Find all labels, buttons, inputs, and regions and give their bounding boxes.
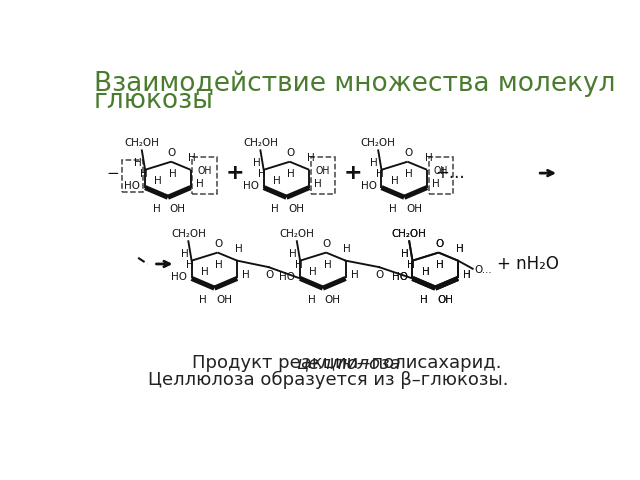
Text: OH: OH [170, 204, 186, 214]
Text: +: + [225, 163, 244, 183]
Text: OH: OH [406, 204, 422, 214]
Text: H: H [308, 295, 316, 305]
Text: H: H [307, 153, 315, 163]
Bar [429, 157, 453, 194]
Text: H: H [199, 295, 207, 305]
Text: HO: HO [360, 181, 376, 191]
Text: +: + [344, 163, 362, 183]
Text: глюкозы: глюкозы [94, 88, 214, 114]
Text: H: H [152, 204, 161, 214]
Text: O: O [168, 148, 176, 158]
Text: H: H [314, 180, 322, 189]
Text: H: H [390, 176, 398, 186]
Text: H: H [432, 180, 440, 189]
Text: OH: OH [433, 167, 448, 177]
Text: H: H [201, 267, 209, 277]
Bar [311, 157, 335, 194]
Text: H: H [242, 270, 250, 280]
Text: CH₂OH: CH₂OH [243, 138, 278, 148]
Text: H: H [422, 267, 429, 277]
Text: H: H [389, 204, 397, 214]
Text: H: H [436, 260, 444, 270]
Text: OH: OH [288, 204, 304, 214]
Bar [192, 157, 217, 194]
Text: H: H [401, 249, 409, 259]
Text: HO: HO [171, 272, 187, 282]
Text: Продукт реакции -: Продукт реакции - [193, 354, 376, 372]
Text: H: H [273, 176, 280, 186]
Text: H: H [344, 244, 351, 254]
Text: OH: OH [316, 167, 330, 177]
Text: H: H [186, 260, 194, 270]
Text: H: H [258, 169, 266, 180]
Text: CH₂OH: CH₂OH [124, 138, 159, 148]
Text: CH₂OH: CH₂OH [392, 229, 427, 239]
Text: H: H [134, 158, 142, 168]
Text: H: H [401, 249, 409, 259]
Text: H: H [456, 244, 463, 254]
Text: H: H [140, 169, 147, 180]
Text: O: O [266, 270, 273, 279]
Text: H: H [196, 180, 204, 189]
Text: H: H [253, 158, 260, 168]
Text: HO: HO [392, 272, 408, 282]
Text: H: H [309, 267, 317, 277]
Text: CH₂OH: CH₂OH [280, 229, 314, 239]
Text: CH₂OH: CH₂OH [171, 229, 206, 239]
Text: целлюлоза: целлюлоза [296, 354, 401, 372]
Text: OH: OH [197, 167, 212, 177]
Text: O: O [404, 148, 412, 158]
Text: H: H [351, 270, 358, 280]
Bar [122, 160, 143, 192]
Text: H: H [456, 244, 463, 254]
Text: OH: OH [216, 295, 232, 305]
Text: H: H [463, 270, 470, 280]
Text: CH₂OH: CH₂OH [361, 138, 396, 148]
Text: Целлюлоза образуется из β–глюкозы.: Целлюлоза образуется из β–глюкозы. [148, 371, 508, 389]
Text: HO: HO [124, 181, 140, 191]
Text: H: H [287, 169, 295, 179]
Text: + nH₂O: + nH₂O [497, 255, 559, 273]
Text: O: O [323, 240, 331, 249]
Text: H: H [216, 260, 223, 270]
Text: O: O [376, 270, 384, 279]
Text: H: H [407, 260, 415, 270]
Text: Взаимодействие множества молекул: Взаимодействие множества молекул [94, 71, 616, 97]
Text: H: H [289, 249, 297, 259]
Text: H: H [376, 169, 384, 180]
Text: H: H [188, 153, 196, 163]
Text: H: H [420, 295, 428, 305]
Text: O: O [286, 148, 294, 158]
Text: HO: HO [243, 181, 259, 191]
Text: −: − [106, 166, 119, 180]
Text: H: H [420, 295, 428, 305]
Text: H: H [154, 176, 162, 186]
Text: H: H [422, 267, 429, 277]
FancyBboxPatch shape [77, 55, 579, 430]
Text: H: H [180, 249, 188, 259]
Text: O: O [214, 240, 223, 249]
Text: H: H [463, 270, 470, 280]
Text: O: O [435, 240, 444, 249]
Text: OH: OH [437, 295, 453, 305]
Text: H: H [405, 169, 413, 179]
Text: H: H [169, 169, 177, 179]
Text: H: H [235, 244, 243, 254]
Text: H: H [324, 260, 332, 270]
Text: O...: O... [474, 265, 492, 276]
Text: CH₂OH: CH₂OH [392, 229, 427, 239]
Text: H: H [436, 260, 444, 270]
Text: H: H [425, 153, 433, 163]
Text: O: O [435, 240, 444, 249]
Text: – полисахарид.: – полисахарид. [351, 354, 502, 372]
Text: H: H [407, 260, 415, 270]
Text: H: H [271, 204, 279, 214]
Text: H: H [294, 260, 302, 270]
Text: HO: HO [392, 272, 408, 282]
Text: OH: OH [324, 295, 340, 305]
Text: +...: +... [436, 164, 465, 182]
Text: OH: OH [437, 295, 453, 305]
Text: H: H [371, 158, 378, 168]
Text: HO: HO [279, 272, 295, 282]
